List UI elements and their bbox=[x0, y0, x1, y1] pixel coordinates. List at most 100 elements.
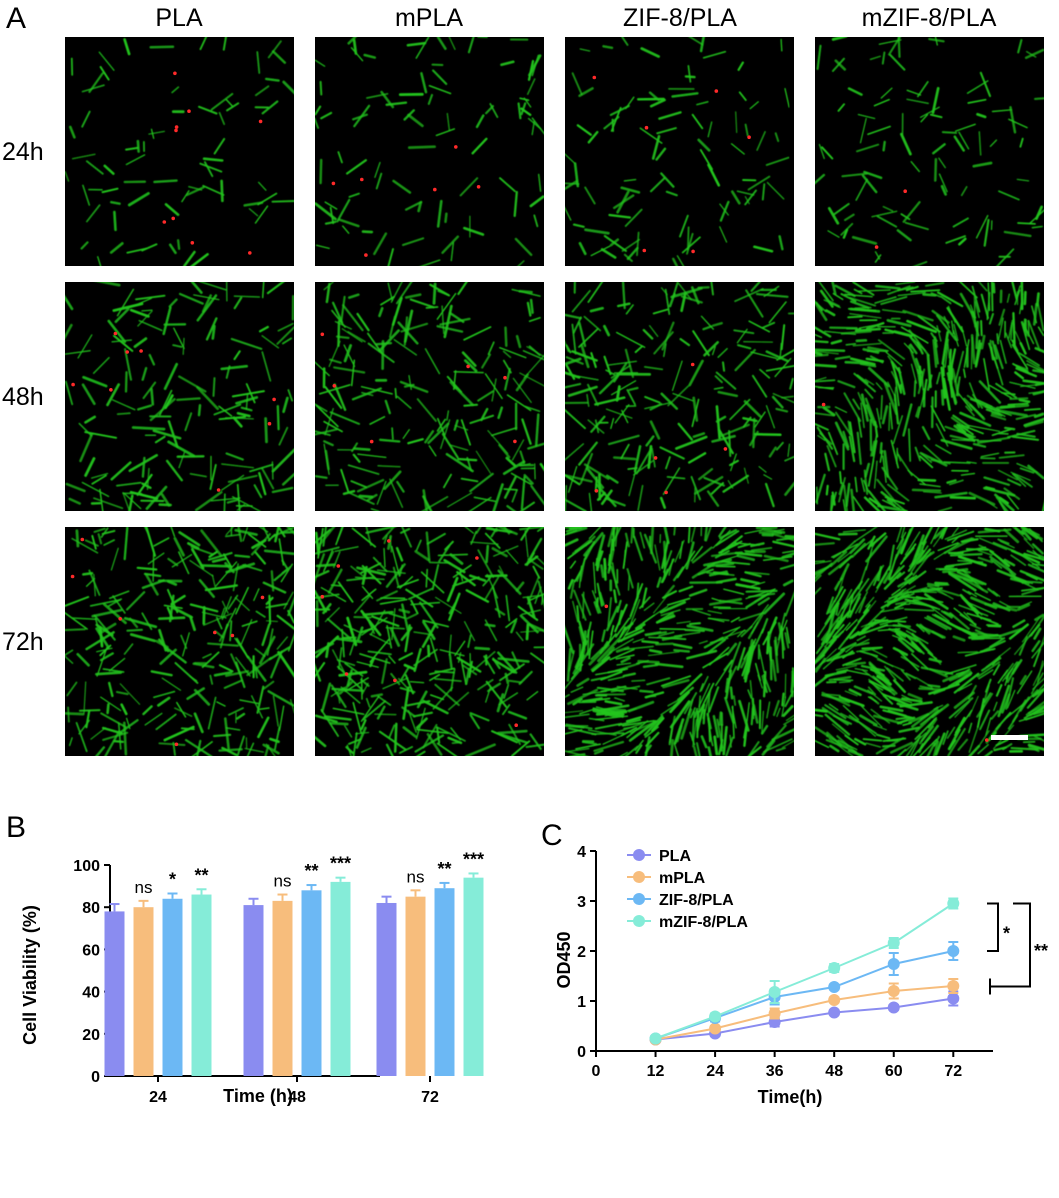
live-cells bbox=[65, 37, 294, 266]
dead-cell bbox=[216, 488, 221, 492]
live-cells bbox=[815, 527, 1044, 756]
x-tick-label: 24 bbox=[706, 1063, 724, 1080]
micrograph-background bbox=[65, 37, 294, 266]
column-title-zif8-pla: ZIF-8/PLA bbox=[623, 4, 737, 32]
micrograph-zif-8-pla-24h bbox=[565, 37, 794, 266]
series-zif-8-pla bbox=[649, 941, 960, 1045]
dead-cell bbox=[714, 89, 719, 93]
data-point bbox=[887, 1001, 900, 1014]
micrograph-background bbox=[565, 37, 794, 266]
bar-mzif-8-pla-72 bbox=[463, 877, 484, 1076]
dead-cell bbox=[364, 253, 368, 257]
bar-pla-24 bbox=[104, 911, 125, 1076]
dead-cells bbox=[985, 738, 989, 742]
data-point bbox=[887, 937, 900, 949]
series-pla bbox=[649, 990, 960, 1046]
dead-cell bbox=[747, 135, 751, 139]
x-tick-label: 48 bbox=[288, 1089, 306, 1106]
y-tick-label: 0 bbox=[577, 1044, 586, 1061]
dead-cell bbox=[592, 75, 597, 80]
dead-cell bbox=[260, 595, 265, 600]
bar-zif-8-pla-24 bbox=[162, 898, 183, 1076]
dead-cell bbox=[113, 331, 118, 336]
dead-cells bbox=[320, 539, 518, 727]
micrograph-mpla-72h bbox=[315, 527, 544, 756]
dead-cells bbox=[821, 402, 826, 407]
x-tick-label: 12 bbox=[647, 1063, 665, 1080]
bar-mpla-24 bbox=[133, 907, 154, 1076]
dead-cell bbox=[513, 439, 517, 444]
data-point bbox=[768, 1007, 781, 1020]
bracket-line bbox=[990, 902, 1031, 988]
dead-cell bbox=[190, 241, 195, 245]
legend-marker bbox=[633, 893, 645, 905]
y-axis-title: OD450 bbox=[554, 931, 574, 988]
dead-cell bbox=[387, 539, 391, 543]
dead-cell bbox=[80, 537, 85, 542]
bar-mpla-72 bbox=[405, 896, 426, 1076]
x-tick-label: 0 bbox=[592, 1063, 601, 1080]
micrograph-mzif-8-pla-72h bbox=[815, 527, 1044, 756]
significance-label: ** bbox=[304, 861, 318, 881]
data-point bbox=[709, 1010, 722, 1023]
dead-cell bbox=[653, 456, 658, 460]
dead-cell bbox=[454, 145, 458, 149]
dead-cell bbox=[690, 362, 695, 367]
dead-cell bbox=[174, 128, 178, 133]
dead-cell bbox=[173, 71, 177, 76]
significance-label: ns bbox=[135, 878, 153, 897]
legend-item-zif-8-pla: ZIF-8/PLA bbox=[627, 892, 734, 909]
dead-cells bbox=[162, 71, 263, 255]
axes: 0 20 40 60 80 100 24 48 72 bbox=[73, 858, 439, 1106]
data-point bbox=[947, 897, 960, 910]
dead-cell bbox=[874, 245, 879, 249]
dead-cells bbox=[874, 189, 907, 249]
data-point bbox=[887, 985, 900, 997]
micrograph-mzif-8-pla-48h bbox=[815, 282, 1044, 511]
data-point bbox=[649, 1032, 662, 1045]
bar-mpla-48 bbox=[272, 900, 293, 1076]
dead-cell bbox=[118, 617, 122, 621]
dead-cell bbox=[985, 738, 989, 742]
significance-label: ns bbox=[407, 867, 425, 886]
significance-label: ** bbox=[194, 865, 208, 885]
bar-pla-72 bbox=[376, 902, 397, 1076]
micrograph-zif-8-pla-48h bbox=[565, 282, 794, 511]
dead-cell bbox=[369, 439, 374, 444]
significance-labels: ns * ** ns ** ***ns ** *** bbox=[135, 849, 484, 896]
x-tick-label: 72 bbox=[944, 1063, 962, 1080]
scale-bar bbox=[991, 735, 1028, 740]
micrograph-pla-24h bbox=[65, 37, 294, 266]
series-line bbox=[655, 902, 954, 1040]
dead-cell bbox=[393, 678, 397, 683]
row-title-72h: 72h bbox=[2, 628, 44, 656]
live-cells bbox=[65, 282, 294, 511]
dead-cell bbox=[503, 375, 507, 380]
y-tick-label: 40 bbox=[82, 985, 100, 1002]
y-tick-label: 60 bbox=[82, 942, 100, 959]
live-cells bbox=[565, 282, 794, 511]
bar-mzif-8-pla-24 bbox=[191, 894, 212, 1076]
cell-viability-bar-chart: Cell Viability (%) Time (h) 0 20 40 60 80 100… bbox=[20, 849, 484, 1106]
dead-cell bbox=[187, 109, 191, 113]
legend-label: mPLA bbox=[659, 870, 706, 887]
data-point bbox=[828, 962, 841, 974]
micrograph-pla-72h bbox=[65, 527, 294, 756]
y-tick-label: 0 bbox=[91, 1069, 100, 1086]
dead-cell bbox=[723, 447, 728, 451]
dead-cell bbox=[331, 181, 336, 186]
micrograph-background bbox=[315, 37, 544, 266]
row-title-24h: 24h bbox=[2, 138, 44, 166]
y-tick-label: 3 bbox=[577, 894, 586, 911]
micrograph-zif-8-pla-72h bbox=[565, 527, 794, 756]
live-cells bbox=[315, 527, 544, 756]
micrograph-mpla-24h bbox=[315, 37, 544, 266]
dead-cell bbox=[594, 489, 599, 493]
x-tick-label: 60 bbox=[885, 1063, 903, 1080]
bar-zif-8-pla-72 bbox=[434, 888, 455, 1076]
dead-cell bbox=[174, 125, 179, 129]
dead-cell bbox=[514, 723, 518, 727]
